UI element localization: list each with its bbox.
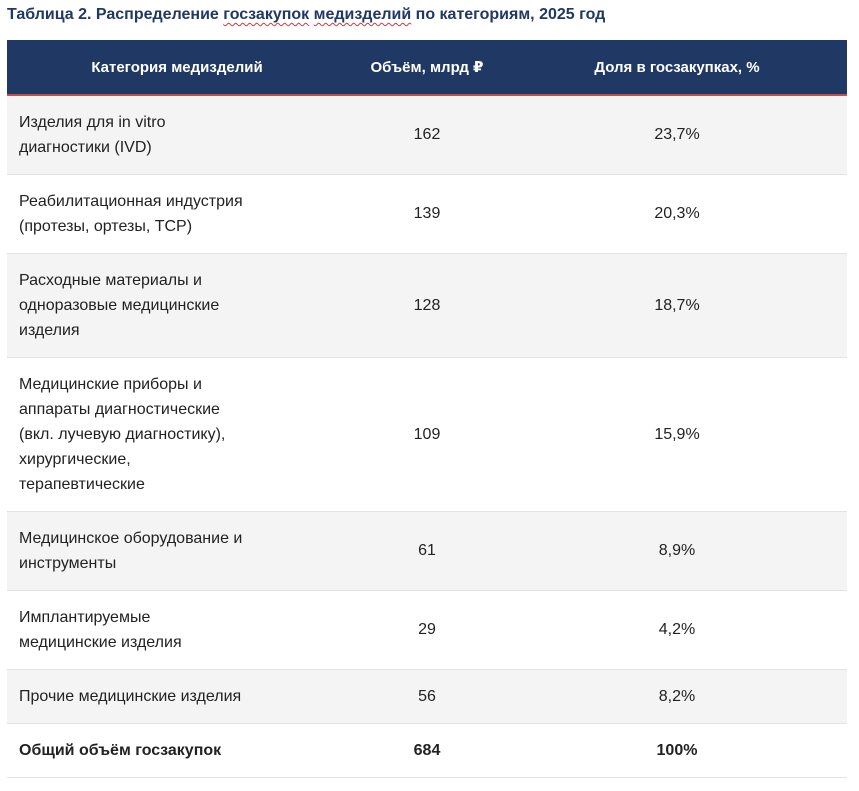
share-cell: 8,9% [507,511,847,591]
volume-cell: 61 [347,511,507,591]
category-line: Имплантируемые [19,608,151,626]
category-line: изделия [19,321,80,339]
share-cell: 15,9% [507,357,847,512]
total-volume: 684 [347,723,507,778]
category-line: Медицинские приборы и [19,375,202,393]
table-row: Реабилитационная индустрия (протезы, орте… [7,174,847,254]
category-cell: Имплантируемые медицинские изделия [7,590,347,670]
category-line: (вкл. лучевую диагностику), [19,425,226,443]
category-line: (протезы, ортезы, ТСР) [19,217,193,235]
volume-cell: 56 [347,669,507,724]
volume-cell: 109 [347,357,507,512]
category-line: Реабилитационная индустрия [19,192,243,210]
volume-cell: 139 [347,174,507,254]
header-share: Доля в госзакупках, % [507,40,847,96]
category-cell: Изделия для in vitro диагностики (IVD) [7,95,347,175]
share-cell: 18,7% [507,253,847,358]
category-line: хирургические, [19,450,131,468]
category-line: Изделия для in vitro [19,113,166,131]
category-cell: Расходные материалы и одноразовые медицин… [7,253,347,358]
category-line: медицинские изделия [19,633,182,651]
category-line: Медицинское оборудование и [19,529,243,547]
volume-cell: 29 [347,590,507,670]
header-volume: Объём, млрд ₽ [347,40,507,96]
category-cell: Медицинское оборудование и инструменты [7,511,347,591]
table-row: Медицинские приборы и аппараты диагностич… [7,357,847,512]
procurement-table: Категория медизделий Объём, млрд ₽ Доля … [7,40,847,778]
category-line: одноразовые медицинские [19,296,220,314]
caption-prefix: Таблица 2. Распределение [7,6,224,23]
caption-suffix: по категориям, 2025 год [411,6,606,23]
category-line: Расходные материалы и [19,271,202,289]
share-cell: 20,3% [507,174,847,254]
category-line: аппараты диагностические [19,400,220,418]
share-cell: 4,2% [507,590,847,670]
category-cell: Прочие медицинские изделия [7,669,347,724]
table-header-row: Категория медизделий Объём, млрд ₽ Доля … [7,40,847,96]
header-category: Категория медизделий [7,40,347,96]
total-share: 100% [507,723,847,778]
category-line: диагностики (IVD) [19,138,152,156]
total-row: Общий объём госзакупок 684 100% [7,723,847,778]
share-cell: 23,7% [507,95,847,175]
table-row: Имплантируемые медицинские изделия 29 4,2… [7,590,847,670]
table-row: Медицинское оборудование и инструменты 61… [7,511,847,591]
caption-word-medizdeliy: медизделий [313,6,412,23]
total-label: Общий объём госзакупок [7,723,347,778]
category-line: терапевтические [19,475,145,493]
share-cell: 8,2% [507,669,847,724]
category-line: инструменты [19,554,117,572]
volume-cell: 162 [347,95,507,175]
table-row: Изделия для in vitro диагностики (IVD) 16… [7,95,847,175]
category-cell: Реабилитационная индустрия (протезы, орте… [7,174,347,254]
caption-word-goszakupok: госзакупок [223,6,310,23]
category-line: Прочие медицинские изделия [19,687,242,705]
category-cell: Медицинские приборы и аппараты диагностич… [7,357,347,512]
table-caption: Таблица 2. Распределение госзакупок меди… [7,6,605,24]
table-row: Прочие медицинские изделия 56 8,2% [7,669,847,724]
table-row: Расходные материалы и одноразовые медицин… [7,253,847,358]
volume-cell: 128 [347,253,507,358]
